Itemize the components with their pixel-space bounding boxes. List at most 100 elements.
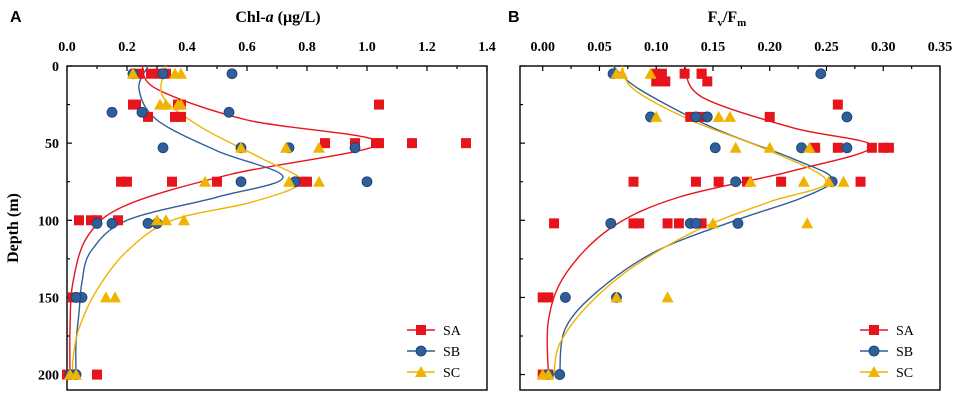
data-point-sa	[742, 176, 753, 187]
data-point-sa	[776, 176, 787, 187]
data-point-sa	[651, 68, 662, 79]
y-axis-title: Depth (m)	[5, 193, 22, 263]
data-point-sb	[106, 106, 118, 118]
x-tick-label: 0.05	[587, 40, 612, 55]
data-point-sa	[656, 68, 667, 79]
data-point-sc	[280, 141, 292, 153]
data-point-sc	[822, 175, 835, 187]
data-point-sc	[313, 141, 325, 153]
data-point-sb	[730, 176, 742, 188]
data-point-sc	[837, 175, 850, 187]
data-point-sa	[702, 76, 713, 87]
data-point-sa	[660, 76, 671, 87]
data-point-sa	[832, 99, 843, 110]
data-point-sa	[810, 142, 821, 153]
data-point-sa	[866, 142, 877, 153]
x-tick-label: 0.6	[238, 40, 256, 55]
panel-letter: A	[10, 9, 22, 26]
data-point-sc	[661, 291, 674, 303]
data-point-sc	[542, 368, 555, 380]
legend-marker-sc	[415, 366, 427, 377]
x-axis-title: Chl-a (µg/L)	[235, 9, 320, 26]
data-point-sc	[724, 110, 736, 122]
x-tick-label: 0.15	[701, 40, 726, 55]
data-point-sa	[696, 68, 707, 79]
data-point-sc	[644, 67, 657, 79]
y-tick-label: 0	[52, 60, 59, 75]
data-point-sa	[113, 215, 123, 226]
data-point-sa	[146, 68, 156, 79]
data-point-sa	[673, 218, 684, 229]
data-point-sa	[74, 215, 84, 226]
data-point-sc	[160, 98, 172, 110]
data-point-sc	[706, 217, 719, 229]
data-point-sb	[605, 217, 617, 229]
data-point-sb	[157, 142, 169, 154]
y-tick-label: 50	[45, 137, 59, 152]
data-point-sa	[690, 176, 701, 187]
plot-frame	[519, 65, 941, 391]
panel-letter: B	[508, 9, 520, 26]
data-point-sb	[70, 292, 82, 303]
data-point-sa	[134, 68, 144, 79]
legend-label: SC	[443, 366, 460, 381]
data-point-sb	[361, 176, 373, 188]
x-axis-title: Fv/Fm	[708, 9, 747, 29]
data-point-sc	[178, 214, 190, 226]
plot-frame	[66, 65, 488, 391]
legend-marker-sa	[416, 325, 426, 335]
data-point-sa	[167, 176, 177, 187]
data-point-sc	[650, 110, 663, 122]
data-point-sa	[131, 99, 141, 110]
data-point-sb	[841, 142, 853, 154]
x-tick-label: 0.2	[118, 40, 136, 55]
x-tick-label: 0.00	[530, 40, 555, 55]
data-point-sa	[628, 218, 639, 229]
data-point-sc	[160, 214, 172, 226]
y-tick-label: 150	[38, 291, 59, 306]
data-point-sc	[175, 67, 187, 79]
data-point-sa	[92, 369, 102, 380]
data-point-sc	[610, 291, 623, 303]
data-point-sb	[560, 292, 571, 303]
data-point-sa	[764, 111, 775, 122]
data-point-sa	[855, 176, 866, 187]
data-point-sc	[797, 175, 810, 187]
data-point-sc	[100, 291, 112, 303]
data-point-sc	[235, 141, 247, 153]
data-point-sa	[170, 111, 180, 122]
data-point-sc	[127, 67, 139, 79]
x-tick-label: 0.25	[814, 40, 839, 55]
data-point-sa	[143, 111, 153, 122]
x-tick-label: 0.4	[178, 40, 196, 55]
data-point-sa	[302, 176, 312, 187]
data-point-sc	[283, 175, 295, 187]
panel-A: A Chl-a (µg/L) Depth (m) 0.0 0.2 0.4 0.6 0.8 1.0…	[5, 9, 496, 391]
data-point-sb	[349, 142, 361, 154]
data-point-sa	[685, 111, 696, 122]
data-point-sa	[651, 76, 662, 87]
data-point-sa	[832, 142, 843, 153]
data-point-sb	[223, 106, 235, 118]
data-point-sc	[109, 291, 121, 303]
data-point-sa	[883, 142, 894, 153]
data-point-sc	[744, 175, 757, 187]
data-point-sa	[628, 176, 639, 187]
x-tick-label: 1.2	[418, 40, 436, 55]
data-point-sb	[554, 369, 566, 380]
x-tick-label: 0.35	[928, 40, 953, 55]
panel-B: B Fv/Fm 0.00 0.05 0.10 0.15 0.20 0.25 0.30 0.35 SA…	[508, 9, 953, 391]
data-point-sc	[712, 110, 725, 122]
legend-label: SC	[896, 366, 913, 381]
legend-label: SA	[896, 324, 915, 339]
data-point-sc	[313, 175, 325, 187]
data-point-sc	[729, 141, 742, 153]
legend-label: SB	[443, 345, 460, 360]
data-point-sc	[801, 217, 814, 229]
data-point-sa	[374, 138, 384, 149]
legend-marker-sc	[868, 366, 880, 377]
x-tick-label: 0.30	[871, 40, 896, 55]
data-point-sa	[461, 138, 471, 149]
data-point-sa	[407, 138, 417, 149]
